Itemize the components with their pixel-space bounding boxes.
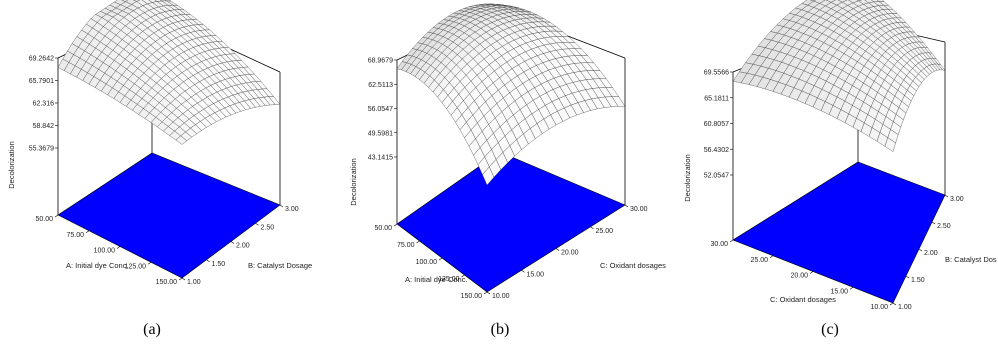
x-tick-label: 100.00 — [416, 259, 438, 266]
y-tick-label: 2.50 — [937, 223, 951, 230]
x-tick-mark — [729, 239, 734, 243]
y-axis-title: B: Catalyst Dosage — [248, 261, 312, 270]
y-tick-label: 15.00 — [527, 271, 545, 278]
x-tick-mark — [54, 214, 59, 218]
z-tick-label: 43.1415 — [368, 155, 393, 162]
x-tick-mark — [889, 302, 894, 306]
x-tick-label: 20.00 — [790, 273, 808, 280]
z-tick-label: 52.0547 — [704, 173, 729, 180]
z-tick-label: 69.5566 — [704, 70, 729, 77]
y-axis-title: B: Catalyst Dos — [945, 255, 997, 264]
x-tick-label: 50.00 — [35, 216, 53, 223]
y-tick-label: 2.00 — [236, 243, 250, 250]
x-tick-label: 75.00 — [66, 232, 84, 239]
x-tick-label: 125.00 — [438, 276, 460, 283]
y-tick-mark — [521, 270, 525, 273]
floor-plane — [396, 151, 626, 293]
y-tick-mark — [255, 223, 259, 226]
floor-plane — [57, 152, 281, 279]
z-tick-label: 60.8057 — [704, 121, 729, 128]
surface-plot-a: 55.3679 58.842 62.316 65.7901 69.2642 50.00 75… — [7, 0, 312, 338]
z-tick-label: 68.9679 — [368, 58, 393, 65]
y-tick-mark — [905, 275, 910, 279]
y-tick-mark — [590, 226, 594, 229]
x-tick-label: 30.00 — [710, 241, 728, 248]
z-tick-label: 49.5981 — [368, 130, 393, 137]
x-tick-mark — [178, 277, 183, 281]
y-tick-mark — [279, 204, 284, 208]
y-tick-label: 30.00 — [630, 206, 648, 213]
z-tick-label: 55.3679 — [29, 146, 54, 153]
y-tick-mark — [555, 248, 560, 251]
x-tick-label: 25.00 — [750, 257, 768, 264]
y-tick-mark — [918, 248, 923, 252]
surface-mesh — [57, 0, 281, 145]
x-tick-mark — [438, 257, 443, 261]
y-axis-title: C: Oxidant dosages — [600, 261, 666, 270]
z-axis-title: Decolorization — [349, 158, 358, 206]
x-tick-mark — [461, 274, 465, 278]
z-tick-label: 56.4302 — [704, 147, 729, 154]
y-tick-mark — [181, 277, 186, 281]
z-axis-title: Decolorization — [7, 141, 16, 189]
surface-cell — [482, 166, 495, 186]
x-tick-label: 75.00 — [397, 242, 415, 249]
x-tick-mark — [147, 262, 152, 265]
y-tick-mark — [931, 221, 936, 225]
x-tick-label: 15.00 — [830, 288, 848, 295]
y-tick-label: 2.00 — [924, 250, 938, 257]
z-tick-label: 62.5113 — [368, 82, 393, 89]
panel-caption: (b) — [491, 321, 510, 338]
z-tick-label: 58.842 — [33, 123, 55, 130]
y-tick-label: 1.00 — [187, 279, 201, 286]
surface-plot-b: 43.1415 49.5981 56.0547 62.5113 68.9679 50.00… — [349, 3, 666, 338]
x-axis-title: A: Initial dye Conc. — [66, 261, 129, 270]
z-tick-label: 56.0547 — [368, 106, 393, 113]
surface-plot-c: 52.0547 56.4302 60.8057 65.1811 69.5566 30.00… — [683, 0, 997, 338]
x-tick-mark — [769, 255, 774, 258]
y-tick-label: 1.00 — [898, 304, 912, 311]
y-tick-label: 1.50 — [911, 277, 925, 284]
x-tick-mark — [85, 230, 90, 233]
y-tick-label: 3.00 — [285, 206, 299, 213]
surface-cell — [175, 135, 188, 145]
y-tick-label: 10.00 — [492, 293, 510, 300]
panel-caption: (a) — [143, 321, 161, 338]
x-tick-mark — [483, 291, 488, 295]
y-tick-mark — [230, 241, 235, 244]
x-tick-mark — [116, 246, 121, 249]
x-tick-mark — [416, 240, 420, 244]
z-tick-label: 65.7901 — [29, 78, 54, 85]
x-tick-label: 10.00 — [870, 304, 888, 311]
y-tick-mark — [624, 204, 629, 208]
surface-mesh — [732, 0, 946, 152]
x-tick-label: 150.00 — [461, 293, 483, 300]
z-tick-label: 62.316 — [33, 101, 55, 108]
x-tick-label: 125.00 — [125, 263, 147, 270]
x-axis-title: C: Oxidant dosages — [770, 295, 836, 304]
y-tick-mark — [206, 259, 210, 262]
y-tick-label: 3.00 — [950, 196, 964, 203]
y-tick-label: 25.00 — [596, 228, 614, 235]
x-tick-label: 100.00 — [94, 248, 116, 255]
x-tick-mark — [809, 271, 814, 274]
panel-caption: (c) — [821, 321, 839, 338]
z-axis-title: Decolorization — [683, 154, 692, 202]
x-tick-label: 150.00 — [156, 279, 178, 286]
z-tick-label: 69.2642 — [29, 56, 54, 63]
y-tick-label: 2.50 — [261, 224, 275, 231]
surface-mesh — [396, 3, 626, 186]
y-tick-mark — [944, 194, 949, 198]
surface-cell — [884, 137, 896, 152]
y-tick-label: 1.50 — [212, 261, 226, 268]
y-tick-mark — [486, 291, 491, 295]
x-tick-mark — [393, 223, 398, 227]
x-tick-label: 50.00 — [374, 225, 392, 232]
y-tick-label: 20.00 — [561, 250, 579, 257]
y-tick-mark — [892, 302, 897, 306]
z-tick-label: 65.1811 — [704, 95, 729, 102]
x-tick-mark — [849, 287, 854, 290]
x-axis-title: A: Initial dye Conc. — [405, 275, 468, 284]
